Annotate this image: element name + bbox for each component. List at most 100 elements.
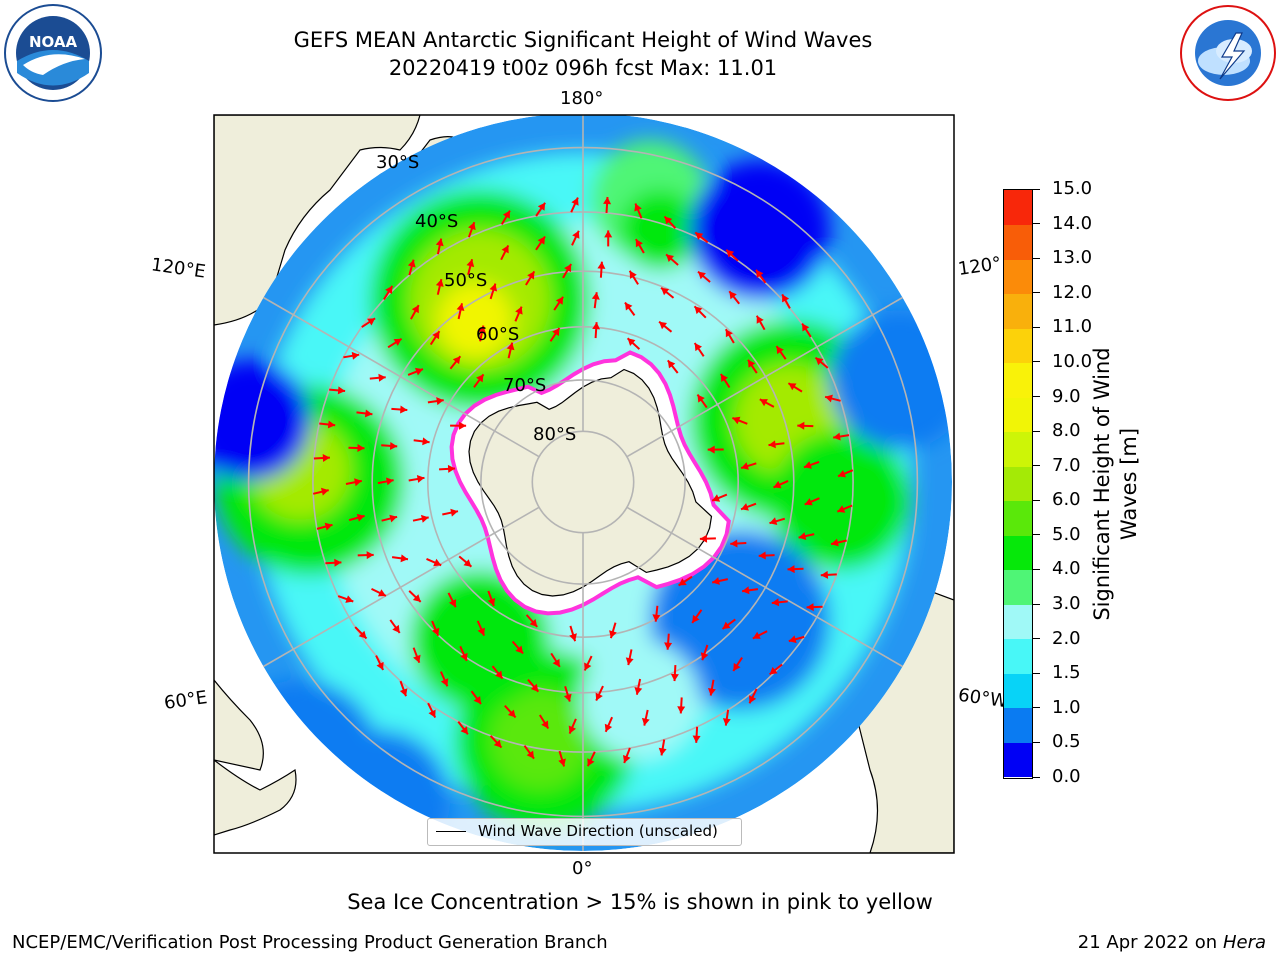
- arrow-head: [515, 306, 523, 315]
- arrow-head: [515, 645, 524, 654]
- arrow-head: [354, 478, 362, 487]
- wave-direction-arrow: [833, 432, 850, 441]
- wave-direction-arrow: [801, 322, 812, 338]
- colorbar-tick-label: 4.0: [1052, 558, 1081, 580]
- wave-direction-arrow: [624, 301, 636, 316]
- landmass-5: [214, 679, 264, 771]
- meridian-line: [626, 296, 904, 458]
- wave-direction-arrow: [449, 355, 462, 370]
- arrow-head: [670, 673, 679, 682]
- arrow-head: [529, 619, 538, 627]
- arrow-head: [692, 614, 700, 623]
- nws-logo: [1180, 5, 1276, 101]
- colorbar-tick-mark: [1033, 292, 1040, 294]
- wave-direction-arrow: [771, 598, 788, 607]
- wave-direction-arrow: [665, 253, 679, 266]
- arrow-head: [555, 296, 564, 305]
- colorbar-segment: [1004, 638, 1032, 674]
- wave-direction-arrow: [569, 625, 577, 642]
- wave-direction-arrows: [312, 196, 854, 767]
- wave-direction-arrow: [514, 306, 523, 322]
- wave-direction-arrow: [369, 373, 386, 382]
- footer-date-text: 21 Apr 2022 on: [1077, 932, 1223, 953]
- wave-direction-arrow: [348, 444, 365, 452]
- arrow-head: [376, 661, 384, 670]
- arrow-head: [489, 283, 498, 292]
- wave-direction-arrow: [431, 620, 440, 637]
- wave-direction-arrow: [571, 230, 580, 246]
- noaa-logo-text: NOAA: [29, 33, 78, 51]
- arrow-head: [432, 331, 440, 340]
- wave-direction-arrow: [525, 270, 536, 286]
- wave-direction-arrow: [837, 469, 854, 478]
- wave-direction-arrow: [442, 508, 459, 517]
- wave-direction-arrow: [399, 680, 408, 697]
- lon-label-120e: 120°E: [149, 254, 207, 283]
- arrow-head: [321, 487, 329, 496]
- wave-direction-arrow: [381, 514, 398, 523]
- polar-map: [213, 114, 955, 854]
- arrow-head: [742, 586, 750, 595]
- arrow-head: [820, 570, 829, 579]
- colorbar-tick-mark: [1033, 534, 1040, 536]
- wave-direction-arrow: [439, 464, 456, 473]
- wave-direction-arrow: [667, 359, 679, 374]
- wave-direction-arrow: [652, 605, 661, 622]
- arrow-head: [741, 462, 749, 470]
- wave-direction-arrow: [562, 263, 572, 279]
- legend-line-sample: [436, 831, 466, 832]
- wave-direction-arrow: [313, 454, 330, 462]
- wave-direction-arrow: [728, 290, 740, 305]
- colorbar-tick-mark: [1033, 568, 1040, 570]
- arrow-head: [838, 470, 846, 478]
- arrow-head: [733, 662, 741, 671]
- arrow-head: [356, 513, 365, 522]
- arrow-head: [756, 315, 764, 324]
- colorbar-tick-label: 1.5: [1052, 662, 1081, 684]
- arrow-head: [399, 688, 408, 697]
- arrow-head: [629, 270, 637, 279]
- colorbar-segment: [1004, 604, 1032, 640]
- wave-direction-arrow: [741, 586, 759, 595]
- lon-label-60w: 60°W: [956, 684, 1009, 713]
- wave-direction-arrow: [377, 477, 394, 486]
- wave-direction-arrow: [525, 614, 538, 628]
- arrow-head: [530, 683, 539, 692]
- colorbar-tick-mark: [1033, 257, 1040, 259]
- wave-direction-arrow: [664, 633, 673, 650]
- arrow-head: [436, 397, 444, 406]
- arrow-head: [776, 346, 784, 355]
- arrow-head: [400, 405, 408, 414]
- wave-direction-arrow: [806, 603, 823, 612]
- wave-direction-arrow: [410, 304, 420, 320]
- arrow-head: [452, 356, 461, 365]
- colorbar-tick-mark: [1033, 603, 1040, 605]
- colorbar-tick-label: 0.0: [1052, 766, 1081, 787]
- arrow-head: [386, 477, 394, 486]
- colorbar-tick-mark: [1033, 638, 1040, 640]
- arrow-head: [804, 498, 813, 506]
- wave-direction-arrow: [658, 739, 667, 756]
- wave-direction-arrow: [500, 210, 511, 225]
- wave-direction-arrow: [459, 645, 468, 662]
- colorbar-tick-mark: [1033, 223, 1040, 225]
- wave-direction-arrow: [820, 570, 837, 579]
- colorbar-tick-mark: [1033, 465, 1040, 467]
- wave-field-blob: [437, 282, 513, 358]
- landmass-4: [214, 759, 297, 836]
- lat-label-80s: 80°S: [533, 424, 577, 445]
- wave-direction-arrow: [563, 686, 572, 702]
- wave-direction-arrow: [759, 398, 775, 408]
- colorbar-label-line1: Significant Height of Wind: [1090, 347, 1114, 621]
- wave-direction-arrow: [625, 649, 634, 666]
- arrow-head: [758, 551, 766, 560]
- arrow-head: [364, 409, 373, 418]
- arrow-head: [327, 420, 336, 429]
- wave-direction-arrow: [450, 421, 467, 430]
- colorbar-tick-label: 12.0: [1052, 281, 1093, 303]
- wave-direction-arrow: [691, 609, 703, 624]
- arrow-head: [415, 367, 423, 376]
- wave-direction-arrow: [489, 735, 503, 749]
- arrow-head: [421, 514, 429, 523]
- wave-direction-arrow: [678, 575, 693, 587]
